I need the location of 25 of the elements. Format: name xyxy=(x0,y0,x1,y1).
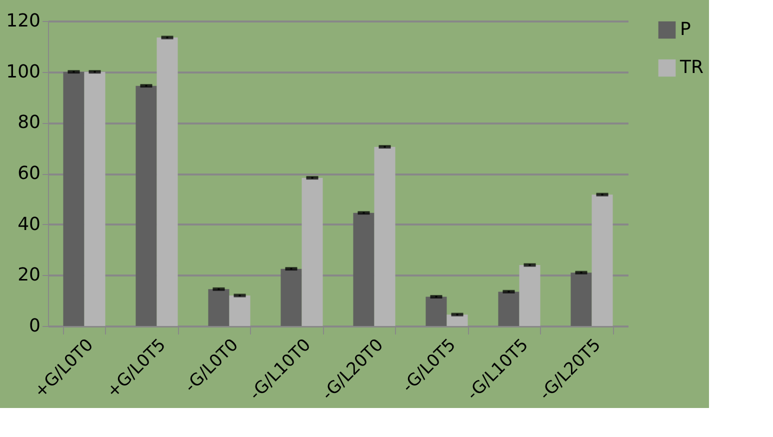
bar xyxy=(63,72,84,326)
bar xyxy=(426,296,447,326)
bar xyxy=(446,314,468,326)
bar xyxy=(208,289,230,326)
y-tick-label: 0 xyxy=(29,316,40,336)
bar xyxy=(280,268,302,326)
legend-label: TR xyxy=(679,57,704,78)
bar xyxy=(136,86,157,326)
legend-label: P xyxy=(680,19,691,40)
y-tick-label: 40 xyxy=(18,214,40,235)
y-tick-label: 120 xyxy=(6,10,40,32)
bar xyxy=(592,194,613,326)
bar xyxy=(84,72,106,326)
y-tick-label: 60 xyxy=(18,163,40,184)
bar xyxy=(498,292,520,326)
bar xyxy=(374,146,396,326)
bar xyxy=(302,178,323,326)
bar xyxy=(156,38,178,326)
y-tick-label: 80 xyxy=(18,112,40,134)
bar xyxy=(570,272,592,326)
bar xyxy=(229,296,250,326)
bar xyxy=(519,265,540,326)
bar xyxy=(353,212,374,326)
y-tick-label: 20 xyxy=(18,264,40,286)
y-tick-label: 100 xyxy=(6,61,40,82)
